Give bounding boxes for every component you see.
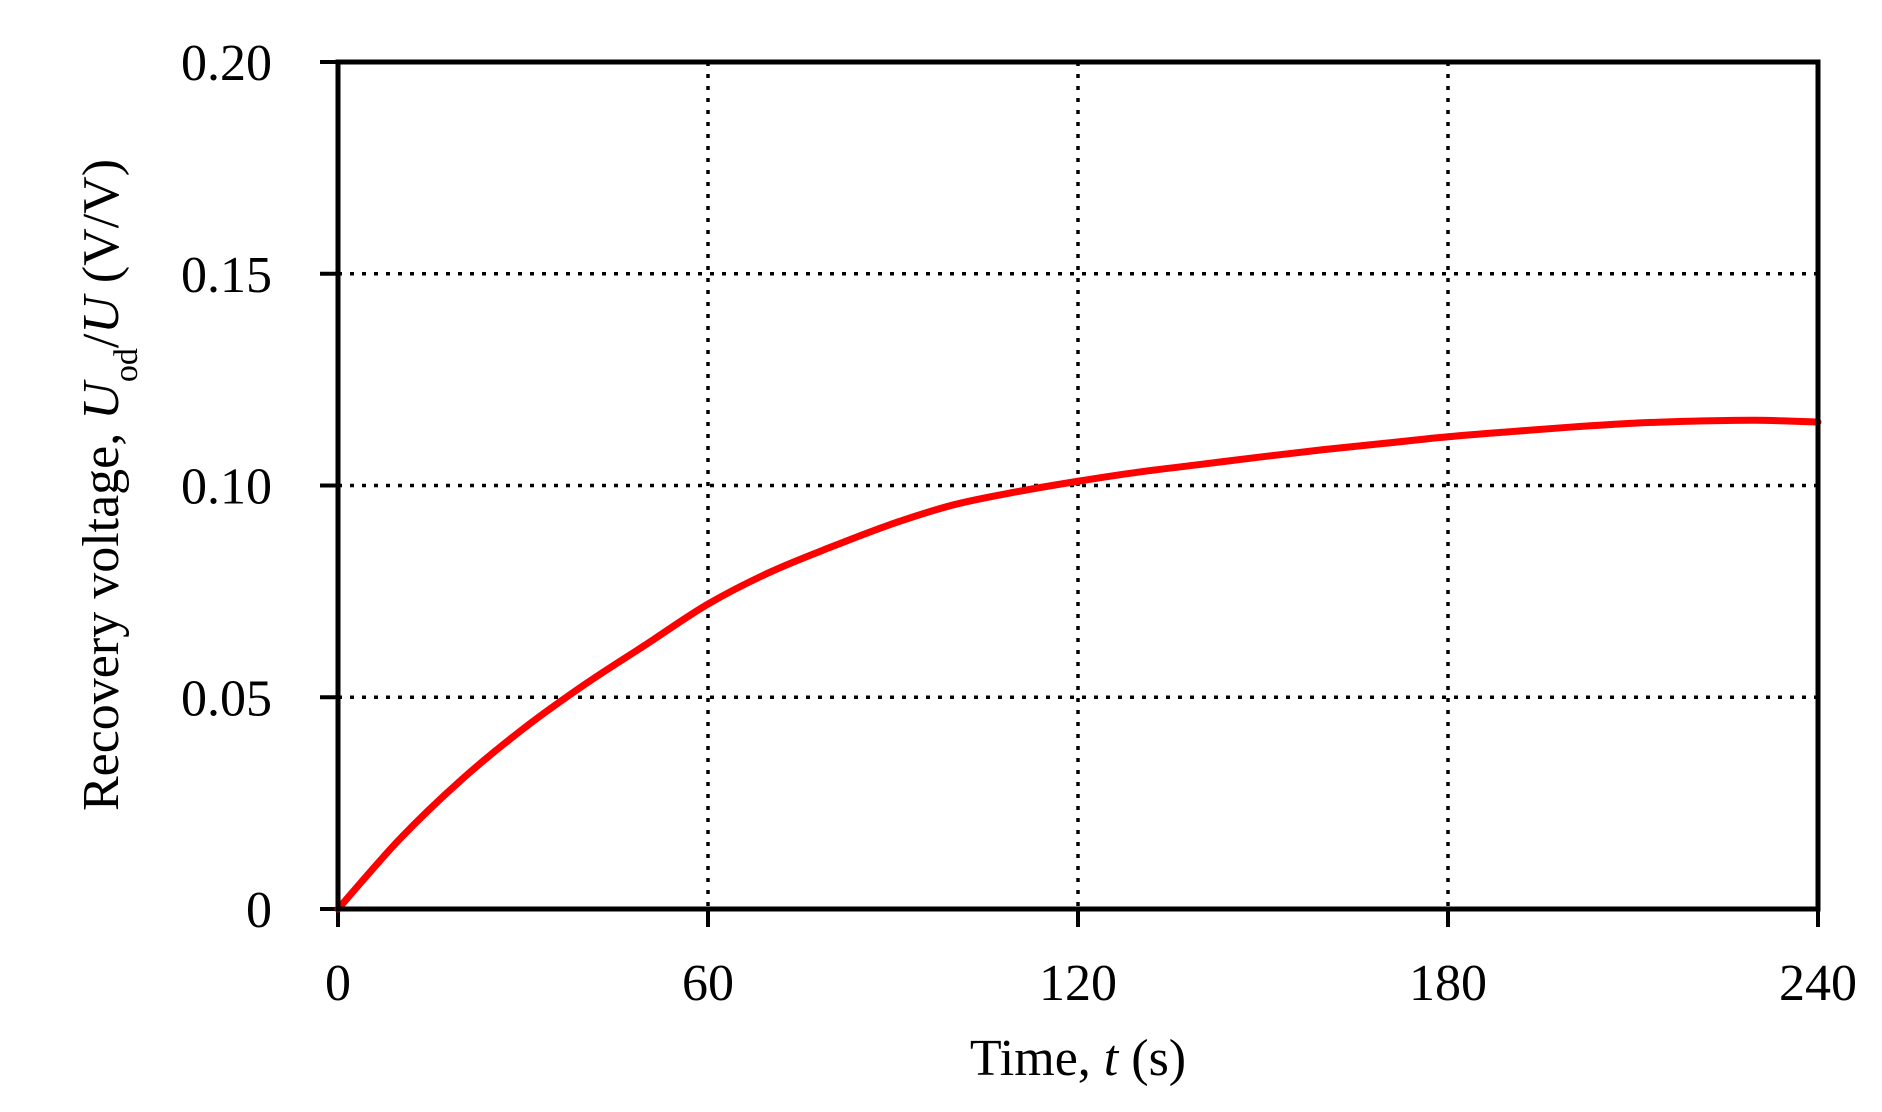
y-tick-label: 0.15 [181, 247, 272, 304]
x-tick-labels: 0 60 120 180 240 [325, 955, 1857, 1012]
series-layer [334, 416, 1822, 913]
grid-lines [338, 62, 1818, 909]
tick-marks [320, 60, 1820, 927]
y-tick-labels: 0 0.05 0.10 0.15 0.20 [181, 35, 272, 939]
x-tick-label: 60 [682, 955, 734, 1012]
y-tick-label: 0.05 [181, 670, 272, 727]
x-tick-label: 180 [1409, 955, 1487, 1012]
x-tick-label: 240 [1779, 955, 1857, 1012]
plot-frame [335, 59, 1821, 912]
series-line [334, 416, 1822, 913]
x-tick-label: 0 [325, 955, 351, 1012]
y-axis-title: Recovery voltage, Uod/U (V/V) [73, 159, 145, 811]
x-axis-title: Time, t (s) [970, 1030, 1186, 1087]
y-tick-label: 0 [246, 882, 272, 939]
x-tick-label: 120 [1039, 955, 1117, 1012]
y-tick-label: 0.20 [181, 35, 272, 92]
y-tick-label: 0.10 [181, 459, 272, 516]
